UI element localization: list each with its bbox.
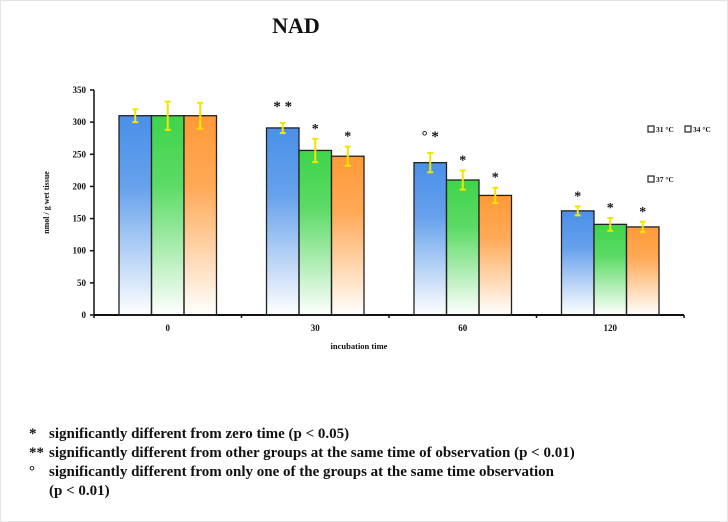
- legend-swatch: [647, 175, 655, 183]
- bar: [265, 127, 300, 316]
- significance-marker: *: [344, 130, 351, 145]
- bar: [625, 226, 660, 316]
- bar: [298, 149, 333, 316]
- significance-marker: * *: [273, 99, 292, 115]
- significance-marker: *: [639, 205, 646, 220]
- y-axis-label: nmol / g wet tissue: [42, 171, 51, 234]
- y-tick-label: 300: [73, 117, 87, 127]
- y-tick-label: 200: [73, 181, 87, 191]
- bar: [445, 179, 480, 316]
- bar: [560, 210, 595, 316]
- bar: [330, 155, 365, 316]
- note-line: (p < 0.01): [49, 483, 110, 499]
- bar: [150, 115, 185, 316]
- significance-marker: ° *: [422, 129, 439, 145]
- significance-marker: *: [574, 189, 581, 204]
- significance-marker: *: [312, 122, 319, 137]
- legend-swatch: [684, 125, 692, 133]
- chart-title: NAD: [272, 13, 320, 38]
- x-tick-label: 30: [311, 323, 321, 333]
- bar: [413, 161, 448, 316]
- note-line: ** significantly different from other gro…: [29, 445, 575, 461]
- bar: [183, 115, 218, 316]
- y-tick-label: 350: [73, 85, 87, 95]
- y-tick-label: 100: [73, 246, 87, 256]
- legend-label: 34 °C: [693, 125, 711, 134]
- x-axis-label: incubation time: [331, 341, 388, 351]
- significance-marker: *: [459, 153, 466, 168]
- legend-label: 37 °C: [656, 175, 674, 184]
- x-tick-label: 0: [166, 323, 171, 333]
- y-tick-label: 250: [73, 149, 87, 159]
- bar: [478, 194, 513, 316]
- significance-marker: *: [492, 171, 499, 186]
- y-tick-label: 0: [82, 310, 87, 320]
- y-tick-label: 50: [77, 278, 87, 288]
- x-tick-label: 120: [604, 323, 618, 333]
- bar: [593, 223, 628, 316]
- note-line: * significantly different from zero time …: [29, 426, 350, 442]
- bar: [118, 115, 153, 316]
- significance-notes: * significantly different from zero time …: [29, 425, 575, 501]
- x-tick-label: 60: [458, 323, 468, 333]
- y-tick-label: 150: [73, 214, 87, 224]
- legend-label: 31 °C: [656, 125, 674, 134]
- note-line: ° significantly different from only one o…: [29, 464, 554, 480]
- significance-marker: *: [607, 201, 614, 216]
- legend-swatch: [647, 125, 655, 133]
